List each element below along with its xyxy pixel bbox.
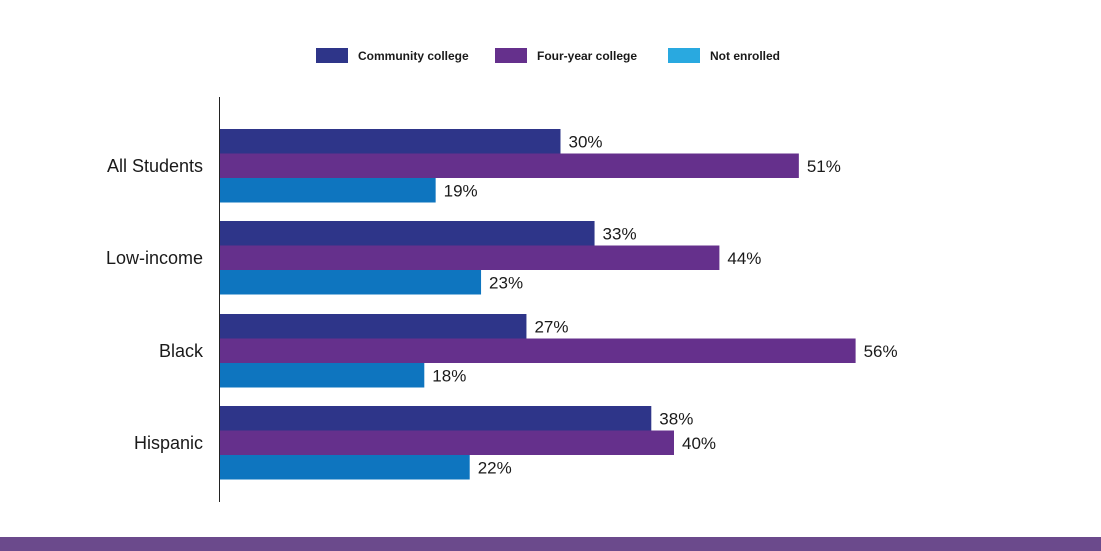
category-labels: All Students Low-income Black Hispanic: [106, 156, 204, 453]
value-labels: 30% 51% 19% 33% 44% 23% 27% 56% 18% 38% 40% 22%: [432, 132, 897, 477]
category-label-all-students: All Students: [107, 156, 203, 176]
value-label-low-income-not-enrolled: 23%: [489, 273, 523, 292]
legend-label-four-year-college: Four-year college: [537, 49, 637, 63]
value-label-black-four-year-college: 56%: [864, 342, 898, 361]
bar-hispanic-not-enrolled: [220, 455, 470, 480]
value-label-hispanic-four-year-college: 40%: [682, 434, 716, 453]
category-label-black: Black: [159, 341, 204, 361]
value-label-black-community-college: 27%: [534, 317, 568, 336]
value-label-black-not-enrolled: 18%: [432, 366, 466, 385]
bar-groups: [220, 129, 856, 480]
category-label-hispanic: Hispanic: [134, 433, 203, 453]
footer-bar: [0, 537, 1101, 551]
bar-all-students-not-enrolled: [220, 178, 436, 203]
bar-all-students-four-year-college: [220, 153, 799, 178]
bar-all-students-community-college: [220, 129, 561, 154]
legend-label-not-enrolled: Not enrolled: [710, 49, 780, 63]
chart-legend: Community college Four-year college Not en…: [316, 48, 780, 63]
category-label-low-income: Low-income: [106, 248, 203, 268]
value-label-all-students-four-year-college: 51%: [807, 157, 841, 176]
bar-black-four-year-college: [220, 338, 856, 363]
bar-low-income-not-enrolled: [220, 270, 482, 295]
legend-swatch-not-enrolled: [668, 48, 700, 63]
legend-swatch-community-college: [316, 48, 348, 63]
value-label-all-students-not-enrolled: 19%: [444, 181, 478, 200]
value-label-hispanic-community-college: 38%: [659, 409, 693, 428]
value-label-hispanic-not-enrolled: 22%: [478, 458, 512, 477]
value-label-low-income-four-year-college: 44%: [727, 249, 761, 268]
legend-swatch-four-year-college: [495, 48, 527, 63]
legend-label-community-college: Community college: [358, 49, 469, 63]
bar-hispanic-four-year-college: [220, 430, 674, 455]
value-label-low-income-community-college: 33%: [603, 224, 637, 243]
bar-hispanic-community-college: [220, 406, 652, 431]
bar-low-income-four-year-college: [220, 245, 720, 270]
value-label-all-students-community-college: 30%: [569, 132, 603, 151]
bar-low-income-community-college: [220, 221, 595, 246]
bar-black-not-enrolled: [220, 363, 425, 388]
bar-black-community-college: [220, 314, 527, 339]
